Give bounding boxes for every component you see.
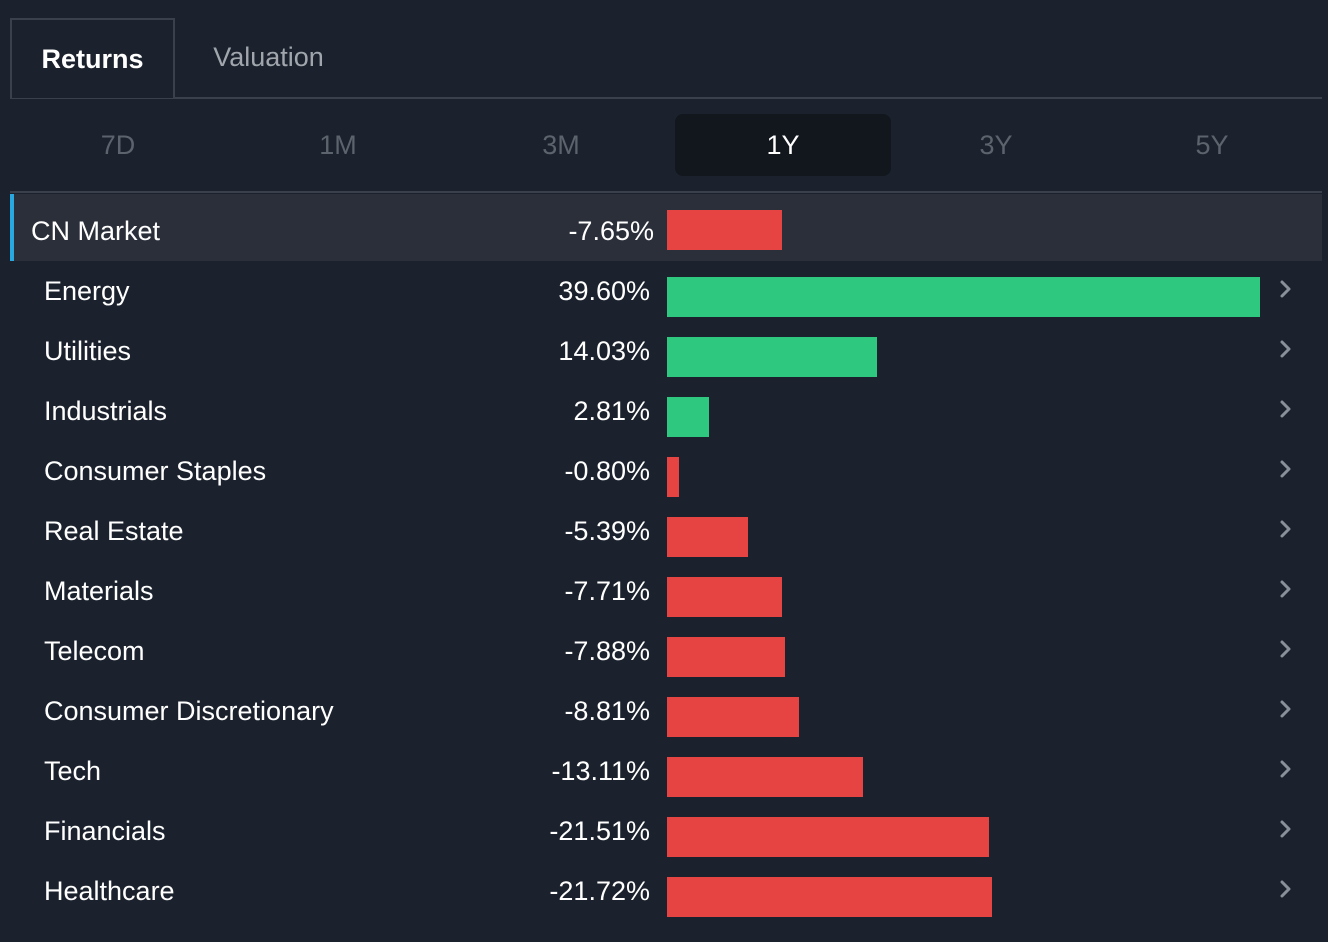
sector-name: Energy	[44, 276, 130, 306]
sector-return-value: 39.60%	[558, 276, 650, 306]
sector-name: CN Market	[31, 216, 161, 246]
return-bar	[667, 277, 1260, 317]
return-bar	[667, 457, 679, 497]
sector-row[interactable]: Consumer Staples -0.80%	[10, 441, 1322, 501]
sector-return-value: -21.72%	[549, 876, 650, 906]
chevron-right-icon[interactable]	[1278, 275, 1294, 303]
sector-row[interactable]: Energy 39.60%	[10, 261, 1322, 321]
sector-return-value: -5.39%	[564, 516, 650, 546]
sector-name: Telecom	[44, 636, 145, 666]
sector-name: Real Estate	[44, 516, 184, 546]
sector-return-value: -7.88%	[564, 636, 650, 666]
sector-name: Healthcare	[44, 876, 175, 906]
chevron-right-icon[interactable]	[1278, 875, 1294, 903]
sector-return-value: -7.65%	[568, 216, 654, 246]
return-bar	[667, 337, 878, 377]
sector-return-value: -0.80%	[564, 456, 650, 486]
chevron-right-icon[interactable]	[1278, 575, 1294, 603]
sector-return-value: 14.03%	[558, 336, 650, 366]
chevron-right-icon[interactable]	[1278, 515, 1294, 543]
sector-name: Tech	[44, 756, 102, 786]
sector-row[interactable]: Tech -13.11%	[10, 741, 1322, 801]
sector-row[interactable]: Consumer Discretionary -8.81%	[10, 681, 1322, 741]
sector-row[interactable]: Industrials 2.81%	[10, 381, 1322, 441]
tab-returns[interactable]: Returns	[10, 18, 175, 98]
view-tabs: Returns Valuation	[10, 18, 1322, 99]
sector-row[interactable]: Telecom -7.88%	[10, 621, 1322, 681]
period-5y[interactable]: 5Y	[1195, 130, 1229, 160]
divider	[10, 191, 1322, 193]
sector-name: Financials	[44, 816, 166, 846]
return-bar	[667, 877, 993, 917]
period-selector: 7D 1M 3M 1Y 3Y 5Y	[10, 114, 1322, 176]
chevron-right-icon[interactable]	[1278, 815, 1294, 843]
return-bar	[667, 517, 748, 557]
sector-name: Industrials	[44, 396, 168, 426]
chevron-right-icon[interactable]	[1278, 755, 1294, 783]
chevron-right-icon[interactable]	[1278, 395, 1294, 423]
chevron-right-icon[interactable]	[1278, 635, 1294, 663]
market-row: CN Market -7.65%	[10, 194, 1322, 261]
chevron-right-icon[interactable]	[1278, 695, 1294, 723]
sector-row[interactable]: Utilities 14.03%	[10, 321, 1322, 381]
chevron-right-icon[interactable]	[1278, 335, 1294, 363]
sector-row[interactable]: Materials -7.71%	[10, 561, 1322, 621]
sector-row[interactable]: Healthcare -21.72%	[10, 861, 1322, 921]
sector-name: Materials	[44, 576, 154, 606]
chevron-right-icon[interactable]	[1278, 455, 1294, 483]
sector-name: Consumer Staples	[44, 456, 267, 486]
return-bar	[667, 637, 785, 677]
sector-return-value: -7.71%	[564, 576, 650, 606]
return-bar	[667, 817, 990, 857]
return-bar	[667, 757, 864, 797]
sector-list: CN Market -7.65% Energy 39.60% Utilities 14.0…	[10, 194, 1322, 921]
period-1m[interactable]: 1M	[319, 130, 357, 160]
period-7d[interactable]: 7D	[100, 130, 136, 160]
return-bar	[667, 697, 799, 737]
period-1y[interactable]: 1Y	[675, 114, 891, 176]
sector-return-value: -8.81%	[564, 696, 650, 726]
sector-return-value: 2.81%	[573, 396, 650, 426]
tab-valuation[interactable]: Valuation	[213, 42, 324, 72]
return-bar	[667, 397, 710, 437]
sector-name: Consumer Discretionary	[44, 696, 334, 726]
return-bar	[667, 210, 782, 250]
period-3y[interactable]: 3Y	[979, 130, 1013, 160]
sector-return-value: -21.51%	[549, 816, 650, 846]
sector-row[interactable]: Financials -21.51%	[10, 801, 1322, 861]
period-3m[interactable]: 3M	[542, 130, 580, 160]
sector-name: Utilities	[44, 336, 132, 366]
return-bar	[667, 577, 783, 617]
sector-return-value: -13.11%	[551, 756, 650, 786]
sector-row[interactable]: Real Estate -5.39%	[10, 501, 1322, 561]
